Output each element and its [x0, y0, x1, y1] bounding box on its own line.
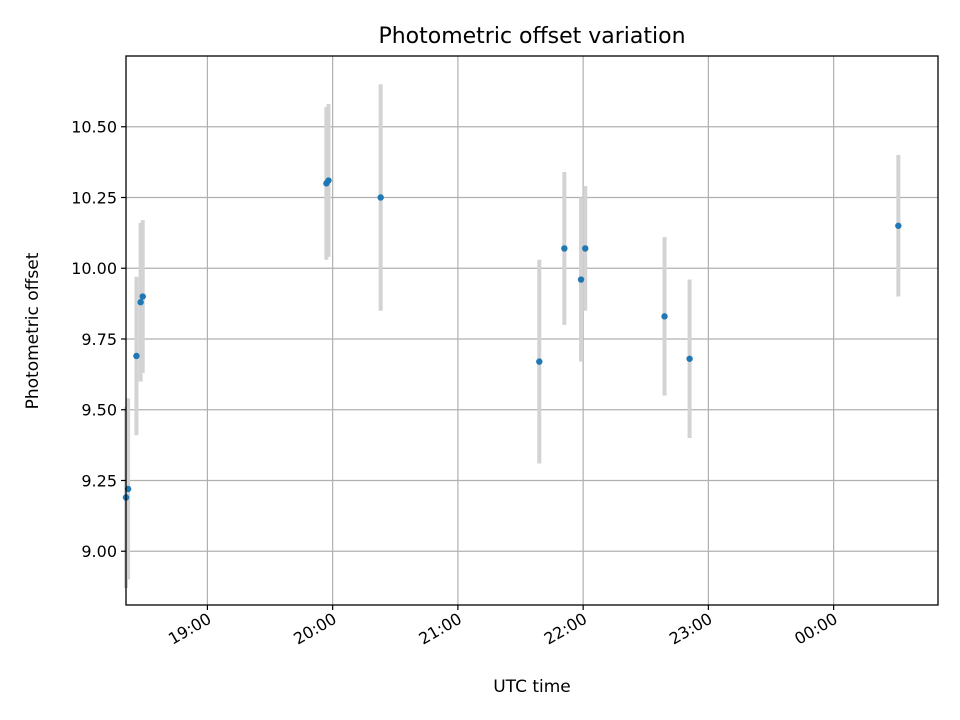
- y-tick-label: 9.75: [81, 330, 117, 349]
- chart-title: Photometric offset variation: [378, 24, 685, 49]
- data-point: [686, 355, 693, 362]
- data-point: [137, 299, 144, 306]
- data-point: [133, 352, 140, 360]
- y-tick-label: 9.25: [81, 471, 117, 490]
- grid-layer: [126, 56, 938, 605]
- data-point: [661, 313, 668, 320]
- data-point: [536, 358, 543, 365]
- y-tick-label: 9.50: [81, 401, 117, 420]
- x-tick-label: 19:00: [165, 609, 214, 649]
- x-axis-label: UTC time: [493, 677, 571, 697]
- y-tick-label: 10.00: [71, 259, 117, 278]
- data-point: [582, 245, 589, 252]
- errorbar-layer: [124, 84, 901, 589]
- data-point: [377, 194, 384, 201]
- x-tick-label: 22:00: [541, 609, 590, 649]
- x-tick-label: 20:00: [290, 609, 339, 649]
- y-tick-label: 10.50: [71, 118, 117, 137]
- y-axis: 9.00 9.25 9.50 9.75 10.00 10.25 10.50: [71, 118, 126, 561]
- data-point: [577, 276, 585, 283]
- data-point: [139, 293, 146, 300]
- data-point: [895, 222, 902, 229]
- y-tick-label: 9.00: [81, 542, 117, 561]
- data-point: [325, 177, 332, 184]
- x-tick-label: 00:00: [791, 609, 840, 649]
- plot-frame: [125, 55, 939, 606]
- y-axis-label: Photometric offset: [23, 252, 43, 409]
- y-tick-label: 10.25: [71, 188, 117, 207]
- x-axis: 19:00 20:00 21:00 22:00 23:00 00:00: [165, 605, 841, 649]
- x-tick-label: 21:00: [415, 609, 464, 649]
- data-point: [561, 245, 568, 252]
- x-tick-label: 23:00: [666, 609, 715, 649]
